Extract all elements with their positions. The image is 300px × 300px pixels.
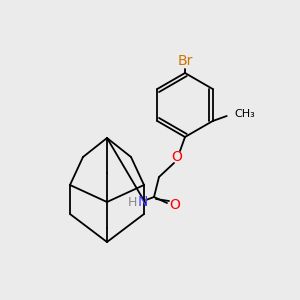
Text: CH₃: CH₃	[235, 109, 256, 119]
Text: O: O	[169, 198, 180, 212]
Text: H: H	[127, 196, 137, 208]
Text: Br: Br	[177, 54, 193, 68]
Text: N: N	[138, 195, 148, 209]
Text: O: O	[172, 150, 182, 164]
